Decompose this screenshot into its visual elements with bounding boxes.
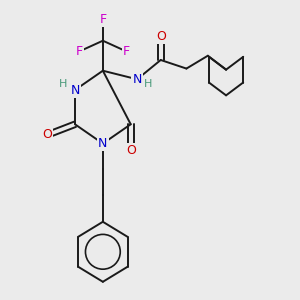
Text: N: N (70, 83, 80, 97)
Text: O: O (126, 143, 136, 157)
Text: O: O (42, 128, 52, 142)
Text: O: O (156, 30, 166, 43)
Text: F: F (123, 45, 130, 58)
Text: H: H (59, 79, 68, 89)
Text: F: F (76, 45, 83, 58)
Text: H: H (144, 79, 152, 89)
Text: F: F (99, 13, 106, 26)
Text: N: N (133, 73, 142, 86)
Text: N: N (98, 137, 107, 150)
